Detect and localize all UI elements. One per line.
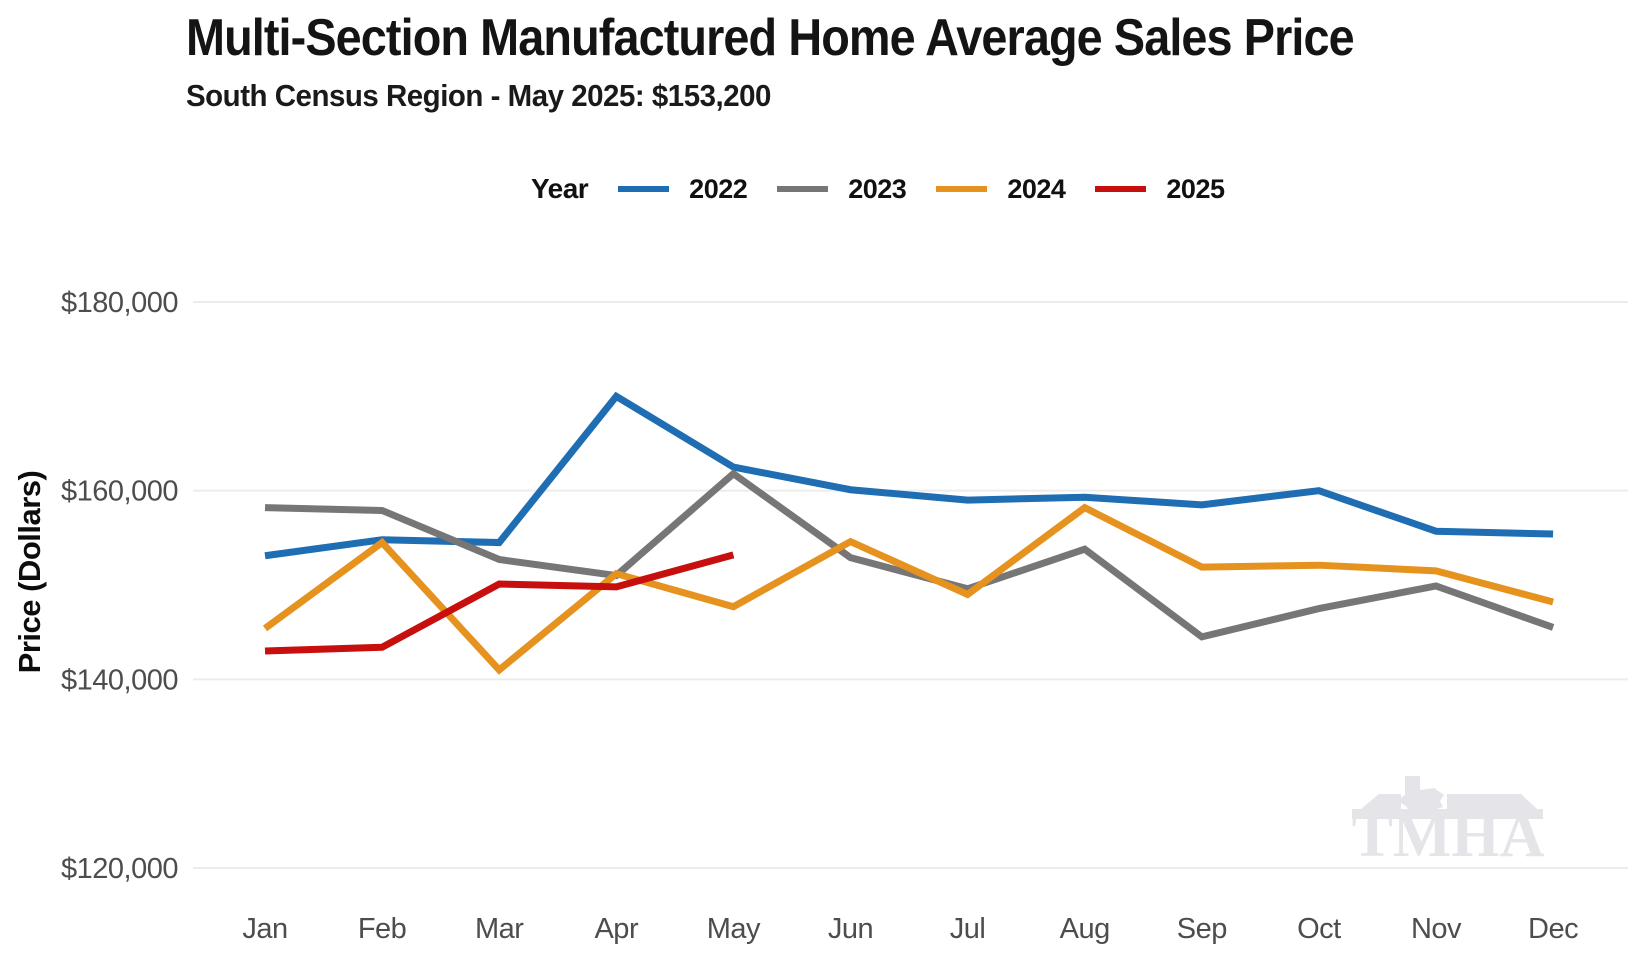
chart-legend: Year 2022 2023 2024 2025 [531, 168, 1225, 210]
series-line-2023[interactable] [264, 469, 1555, 641]
page-subtitle: South Census Region - May 2025: $153,200 [186, 78, 771, 113]
page-title: Multi-Section Manufactured Home Average … [186, 9, 1355, 67]
watermark-text: TMHA [1352, 802, 1545, 870]
texas-icon [1397, 776, 1444, 818]
y-tick-120000: $120,000 [61, 853, 178, 885]
tmha-watermark: TMHA [1352, 776, 1545, 870]
legend-swatch-2024 [936, 186, 988, 192]
legend-swatch-2023 [777, 186, 829, 192]
legend-swatch-2025 [1095, 186, 1147, 192]
y-tick-180000: $180,000 [61, 287, 178, 319]
gridlines [193, 301, 1628, 869]
x-tick-Nov: Nov [1411, 913, 1462, 945]
x-tick-Jun: Jun [828, 913, 873, 945]
legend-item-2024[interactable]: 2024 [936, 173, 1066, 205]
series-line-2025[interactable] [264, 551, 735, 655]
x-tick-Jul: Jul [950, 913, 986, 945]
legend-swatch-2022 [618, 186, 670, 192]
legend-label: 2024 [1007, 173, 1066, 204]
legend-title: Year [531, 173, 589, 204]
legend-label: 2023 [848, 173, 907, 204]
legend-label: 2025 [1166, 173, 1225, 204]
x-tick-Apr: Apr [594, 913, 638, 945]
y-axis-ticks: $120,000 $140,000 $160,000 $180,000 [61, 287, 178, 885]
legend-item-2023[interactable]: 2023 [777, 173, 907, 205]
legend-item-2025[interactable]: 2025 [1095, 173, 1225, 205]
x-tick-Aug: Aug [1060, 913, 1110, 945]
x-tick-May: May [707, 913, 761, 945]
x-tick-Mar: Mar [475, 913, 524, 945]
x-tick-Jan: Jan [242, 913, 287, 945]
series-lines [262, 391, 1555, 675]
series-line-2024[interactable] [262, 503, 1554, 675]
y-axis-title: Price (Dollars) [12, 471, 47, 674]
x-tick-Feb: Feb [358, 913, 406, 945]
y-tick-140000: $140,000 [61, 664, 178, 696]
legend-item-2022[interactable]: 2022 [618, 173, 748, 205]
x-tick-Dec: Dec [1528, 913, 1578, 945]
y-tick-160000: $160,000 [61, 476, 178, 508]
x-tick-Oct: Oct [1297, 913, 1341, 945]
legend-label: 2022 [689, 173, 748, 204]
series-line-2022[interactable] [264, 391, 1554, 560]
x-tick-Sep: Sep [1177, 913, 1227, 945]
x-axis-ticks: Jan Feb Mar Apr May Jun Jul Aug Sep Oct Nov Dec [242, 913, 1578, 945]
